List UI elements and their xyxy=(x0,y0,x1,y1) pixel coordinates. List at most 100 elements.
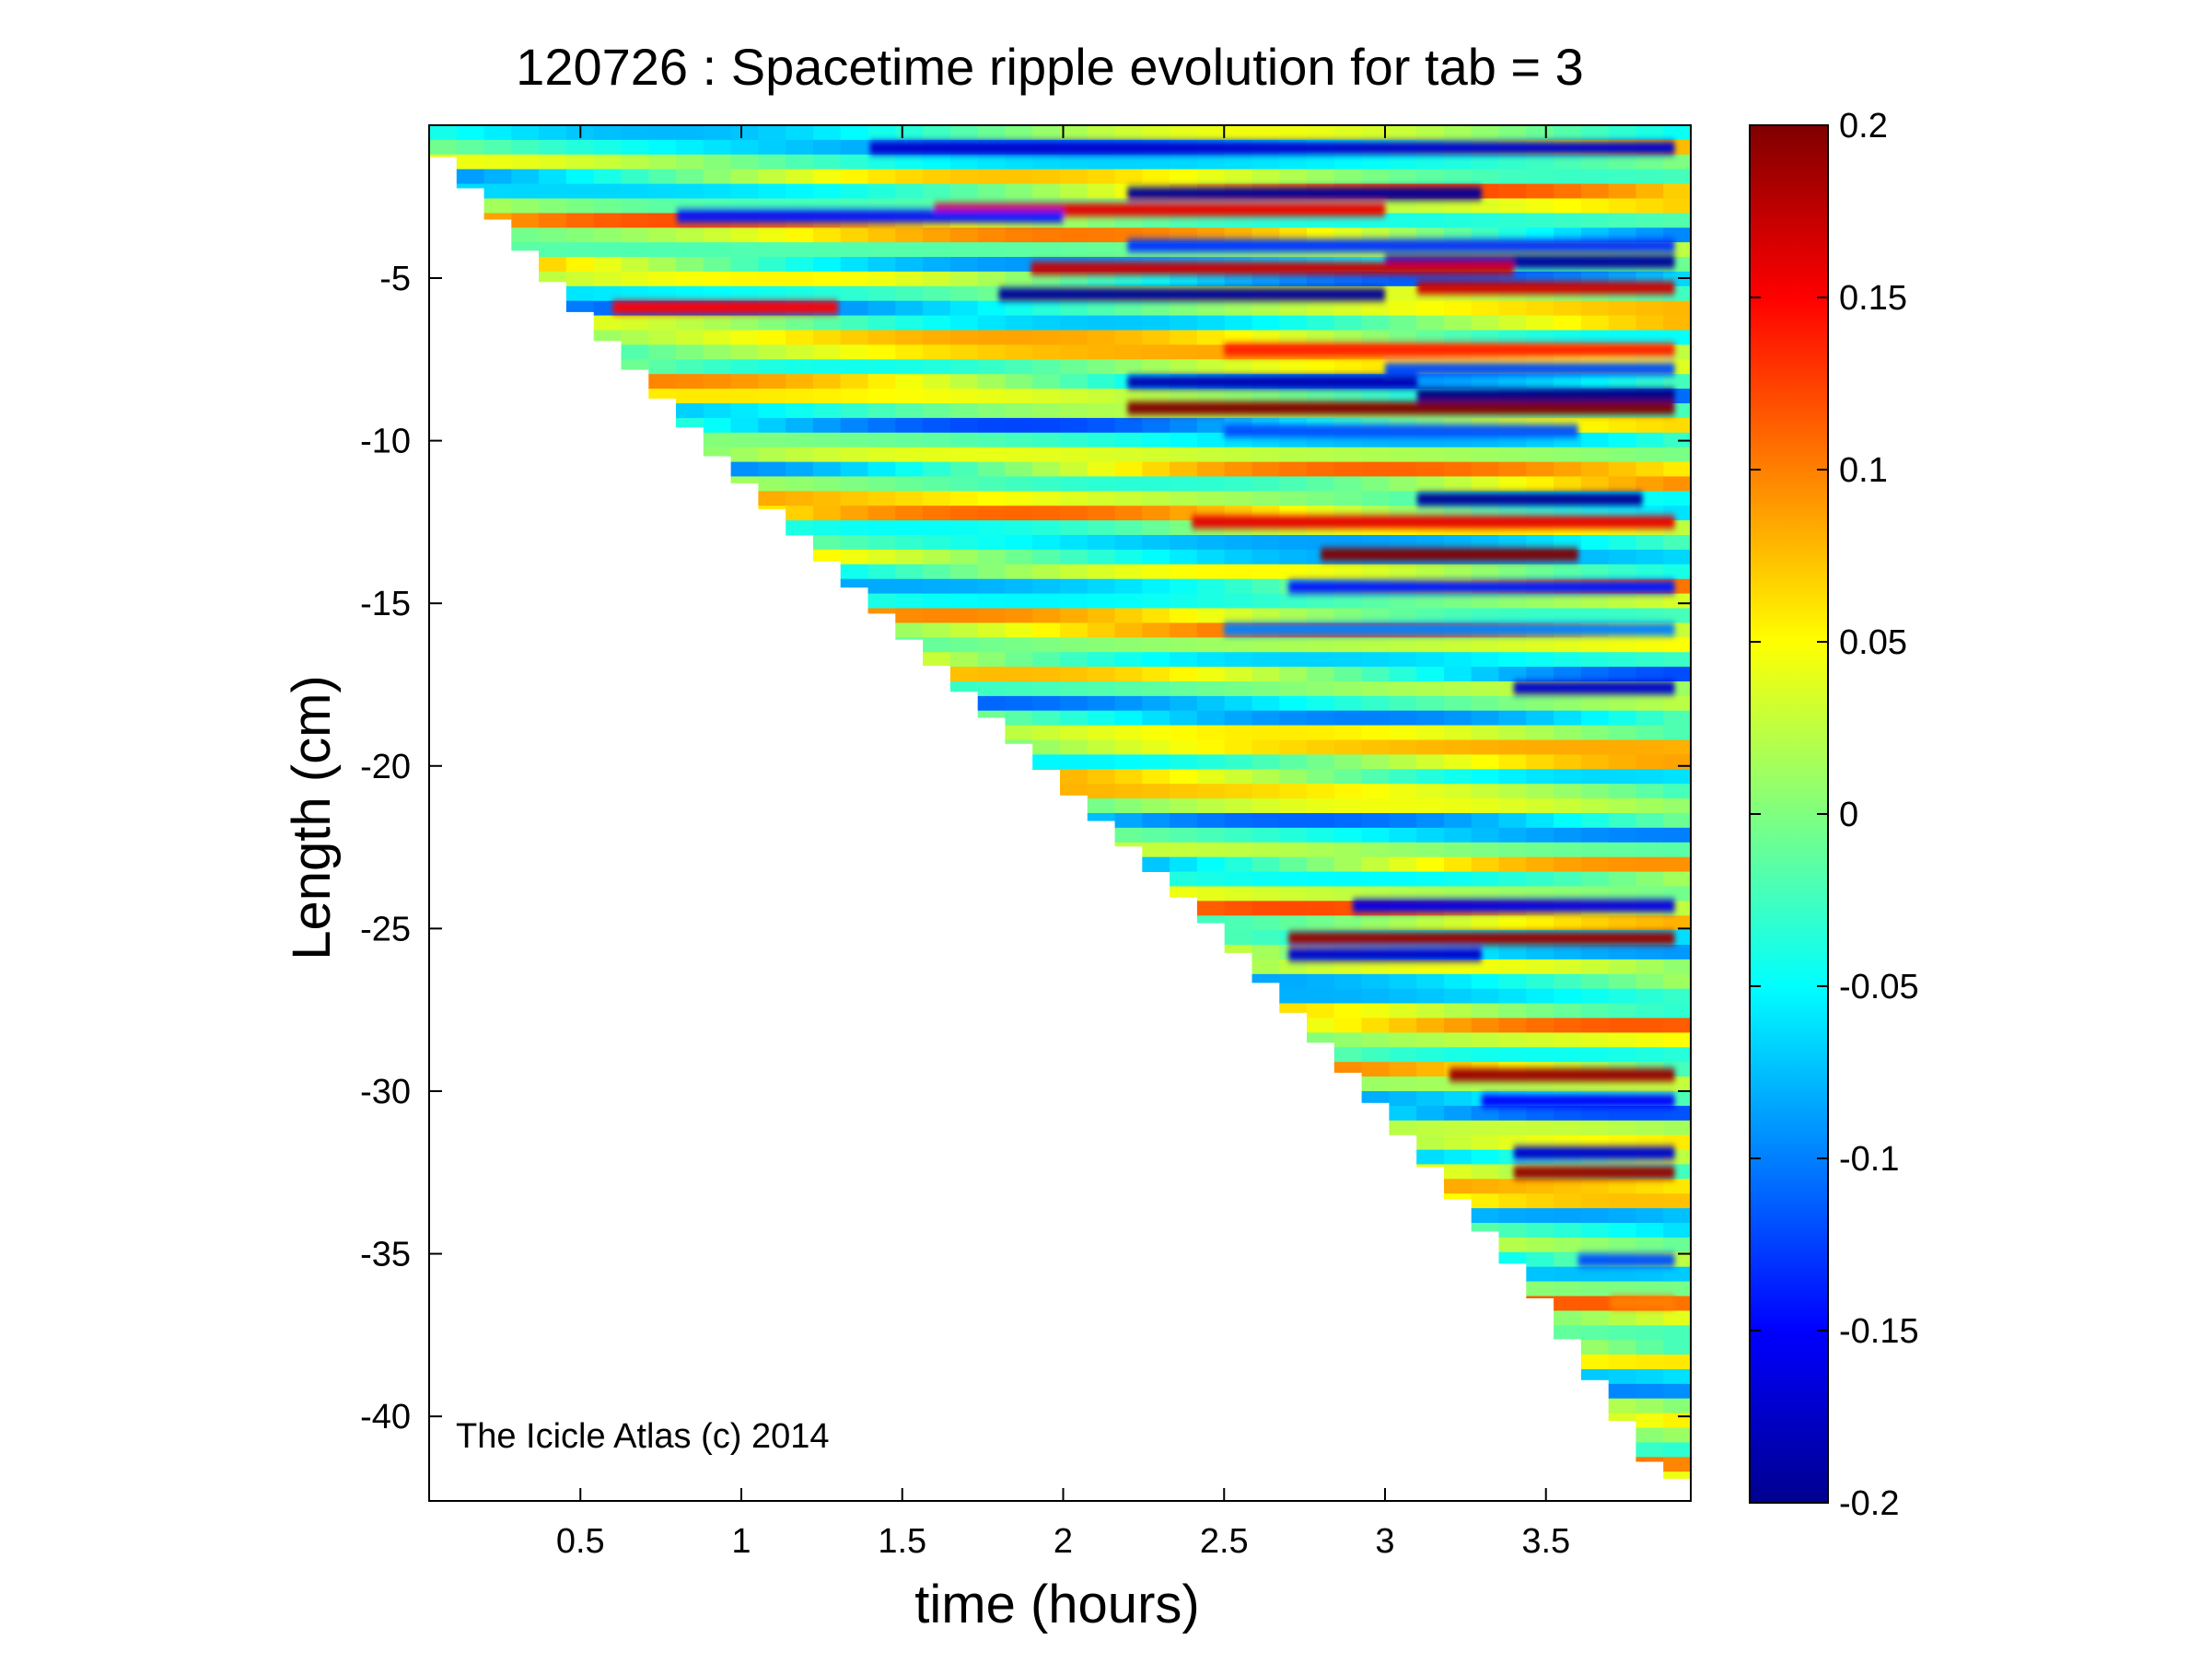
heatmap-cell xyxy=(1663,169,1691,185)
heatmap-cell xyxy=(1416,315,1445,331)
colorbar-tick-label: 0 xyxy=(1839,796,1858,834)
heatmap-cell xyxy=(1279,549,1308,565)
heatmap-cell xyxy=(1498,915,1527,931)
heatmap-cell xyxy=(1060,725,1089,741)
heatmap-cell xyxy=(1279,827,1308,843)
heatmap-cell xyxy=(949,491,979,506)
heatmap-cell xyxy=(1361,871,1390,888)
heatmap-cell xyxy=(1087,710,1116,727)
heatmap-cell xyxy=(867,578,896,595)
heatmap-cell xyxy=(1279,652,1308,668)
heatmap-cell xyxy=(1333,1047,1363,1063)
heatmap-cell xyxy=(1087,403,1116,419)
colorbar-tick-label: 0.05 xyxy=(1839,623,1907,662)
heatmap-cell xyxy=(1498,1179,1527,1194)
heatmap-cell xyxy=(1060,183,1089,200)
heatmap-cell xyxy=(1663,1018,1691,1033)
heatmap-cell xyxy=(1663,945,1691,960)
heatmap-cell xyxy=(1170,549,1198,565)
ripple-band xyxy=(677,209,1064,223)
heatmap-cell xyxy=(539,213,567,228)
heatmap-cell xyxy=(1307,842,1335,858)
heatmap-cell xyxy=(1224,754,1253,770)
heatmap-cell xyxy=(977,593,1007,610)
heatmap-cell xyxy=(1005,608,1033,623)
heatmap-cell xyxy=(1252,930,1280,946)
heatmap-cell xyxy=(1663,1208,1691,1224)
heatmap-cell xyxy=(1361,681,1390,697)
heatmap-cell xyxy=(1416,754,1445,770)
heatmap-cell xyxy=(1114,739,1143,755)
heatmap-cell xyxy=(1333,169,1363,185)
heatmap-cell xyxy=(1087,578,1116,595)
heatmap-cell xyxy=(1416,637,1445,653)
heatmap-cell xyxy=(1636,593,1664,610)
heatmap-cell xyxy=(1196,549,1226,565)
heatmap-cell xyxy=(1333,769,1363,785)
heatmap-cell xyxy=(840,285,869,302)
heatmap-cell xyxy=(648,257,677,273)
heatmap-cell xyxy=(648,330,677,345)
heatmap-cell xyxy=(1032,242,1061,258)
heatmap-cell xyxy=(1114,754,1143,770)
heatmap-cell xyxy=(813,374,842,390)
heatmap-cell xyxy=(1498,798,1527,814)
heatmap-cell xyxy=(1333,637,1363,653)
heatmap-cell xyxy=(1389,1091,1417,1107)
heatmap-cell xyxy=(813,285,842,302)
heatmap-cell xyxy=(621,183,649,200)
heatmap-cell xyxy=(1361,652,1390,668)
heatmap-cell xyxy=(1389,330,1417,345)
heatmap-cell xyxy=(1307,271,1335,287)
heatmap-cell xyxy=(1279,461,1308,478)
heatmap-cell xyxy=(1224,125,1253,141)
heatmap-cell xyxy=(1279,169,1308,185)
heatmap-cell xyxy=(786,330,814,345)
heatmap-cell xyxy=(703,139,732,156)
heatmap-cell xyxy=(1580,1223,1610,1239)
heatmap-cell xyxy=(1361,798,1390,814)
heatmap-cell xyxy=(1580,1179,1610,1194)
heatmap-cell xyxy=(813,344,842,360)
heatmap-cell xyxy=(1170,593,1198,610)
heatmap-cell xyxy=(1471,1032,1500,1048)
heatmap-cell xyxy=(565,169,595,185)
heatmap-cell xyxy=(1279,973,1308,990)
heatmap-cell xyxy=(895,520,924,536)
heatmap-cell xyxy=(593,213,623,228)
heatmap-cell xyxy=(1142,754,1170,770)
heatmap-cell xyxy=(1416,198,1445,214)
heatmap-cell xyxy=(1416,988,1445,1005)
heatmap-cell xyxy=(730,198,759,214)
heatmap-cell xyxy=(539,139,567,156)
heatmap-cell xyxy=(867,593,896,610)
heatmap-cell xyxy=(1663,300,1691,317)
heatmap-cell xyxy=(1114,769,1143,785)
heatmap-cell xyxy=(1060,622,1089,638)
heatmap-cell xyxy=(867,447,896,463)
heatmap-cell xyxy=(1608,1266,1637,1283)
heatmap-cell xyxy=(1554,1310,1582,1326)
heatmap-cell xyxy=(1636,154,1664,170)
heatmap-cell xyxy=(730,417,759,434)
heatmap-cell xyxy=(977,374,1007,390)
heatmap-cell xyxy=(923,242,951,258)
heatmap-cell xyxy=(758,461,786,478)
heatmap-cell xyxy=(1608,1134,1637,1151)
heatmap-cell xyxy=(730,359,759,375)
heatmap-cell xyxy=(1498,710,1527,727)
heatmap-cell xyxy=(1580,315,1610,331)
heatmap-cell xyxy=(895,198,924,214)
heatmap-cell xyxy=(1389,1120,1417,1135)
heatmap-cell xyxy=(1114,813,1143,829)
heatmap-cell xyxy=(840,578,869,588)
heatmap-cell xyxy=(867,374,896,390)
heatmap-cell xyxy=(648,285,677,302)
heatmap-cell xyxy=(1114,608,1143,623)
heatmap-cell xyxy=(1114,578,1143,595)
heatmap-cell xyxy=(1196,725,1226,741)
heatmap-cell xyxy=(1389,300,1417,317)
heatmap-cell xyxy=(1663,125,1691,141)
heatmap-cell xyxy=(1307,667,1335,682)
colorbar-tick-label: -0.15 xyxy=(1839,1312,1919,1351)
